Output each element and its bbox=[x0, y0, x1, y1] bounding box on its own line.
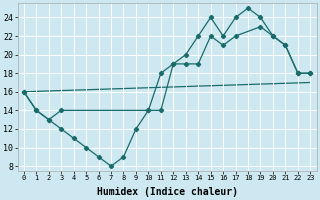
X-axis label: Humidex (Indice chaleur): Humidex (Indice chaleur) bbox=[97, 186, 237, 197]
